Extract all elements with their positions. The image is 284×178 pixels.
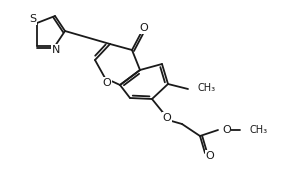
Text: S: S	[30, 14, 37, 24]
Text: O: O	[103, 78, 111, 88]
Text: O: O	[140, 23, 148, 33]
Text: O: O	[163, 113, 171, 123]
Text: N: N	[52, 45, 60, 55]
Text: O: O	[206, 151, 214, 161]
Text: CH₃: CH₃	[250, 125, 268, 135]
Text: O: O	[222, 125, 231, 135]
Text: CH₃: CH₃	[198, 83, 216, 93]
